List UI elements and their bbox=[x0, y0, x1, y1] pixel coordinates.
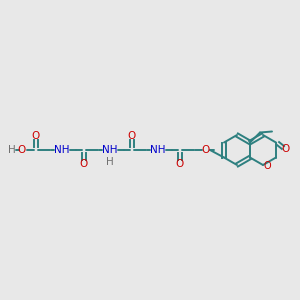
Text: O: O bbox=[282, 143, 290, 154]
Text: O: O bbox=[80, 159, 88, 169]
Text: O: O bbox=[263, 161, 271, 171]
Text: H: H bbox=[106, 157, 114, 167]
Text: O: O bbox=[176, 159, 184, 169]
Text: NH: NH bbox=[150, 145, 166, 155]
Text: O: O bbox=[18, 145, 26, 155]
Text: NH: NH bbox=[54, 145, 70, 155]
Text: O: O bbox=[32, 131, 40, 141]
Text: H: H bbox=[8, 145, 16, 155]
Text: O: O bbox=[202, 145, 210, 155]
Text: NH: NH bbox=[102, 145, 118, 155]
Text: O: O bbox=[128, 131, 136, 141]
